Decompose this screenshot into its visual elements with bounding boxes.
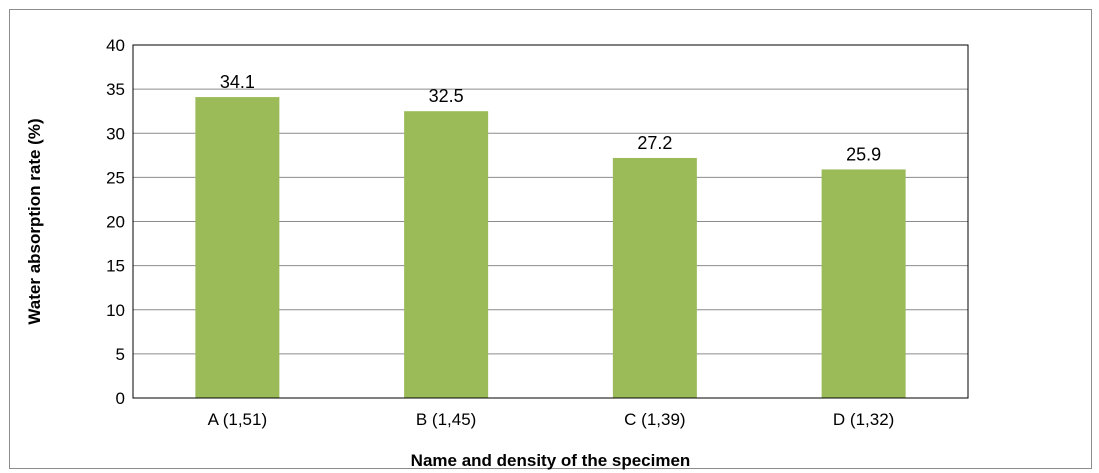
axes — [132, 44, 969, 399]
chart-frame — [9, 9, 1092, 469]
data-label: 32.5 — [429, 86, 464, 106]
data-label: 27.2 — [637, 133, 672, 153]
y-tick-label: 30 — [106, 124, 125, 143]
y-tick-label: 25 — [106, 168, 125, 187]
y-tick-label: 5 — [116, 345, 125, 364]
y-tick-label: 15 — [106, 257, 125, 276]
bars — [195, 97, 906, 398]
x-tick-labels: A (1,51) B (1,45) C (1,39) D (1,32) — [208, 410, 895, 429]
y-tick-label: 0 — [116, 389, 125, 408]
y-tick-label: 20 — [106, 213, 125, 232]
bar — [612, 157, 697, 398]
bar — [195, 97, 280, 398]
plot-area-border — [132, 44, 969, 399]
x-tick-label: B (1,45) — [416, 410, 476, 429]
x-tick-label: C (1,39) — [624, 410, 685, 429]
y-tick-label: 10 — [106, 301, 125, 320]
x-tick-label: A (1,51) — [208, 410, 268, 429]
y-axis-title: Water absorption rate (%) — [25, 118, 44, 324]
data-labels: 34.1 32.5 27.2 25.9 — [220, 72, 881, 164]
y-tick-label: 40 — [106, 36, 125, 55]
y-tick-label: 35 — [106, 80, 125, 99]
bar — [404, 111, 489, 398]
y-tick-labels: 0 5 10 15 20 25 30 35 40 — [106, 36, 125, 408]
data-label: 34.1 — [220, 72, 255, 92]
x-tick-label: D (1,32) — [833, 410, 894, 429]
x-axis-title: Name and density of the specimen — [411, 451, 691, 470]
bar — [821, 169, 906, 398]
data-label: 25.9 — [846, 144, 881, 164]
